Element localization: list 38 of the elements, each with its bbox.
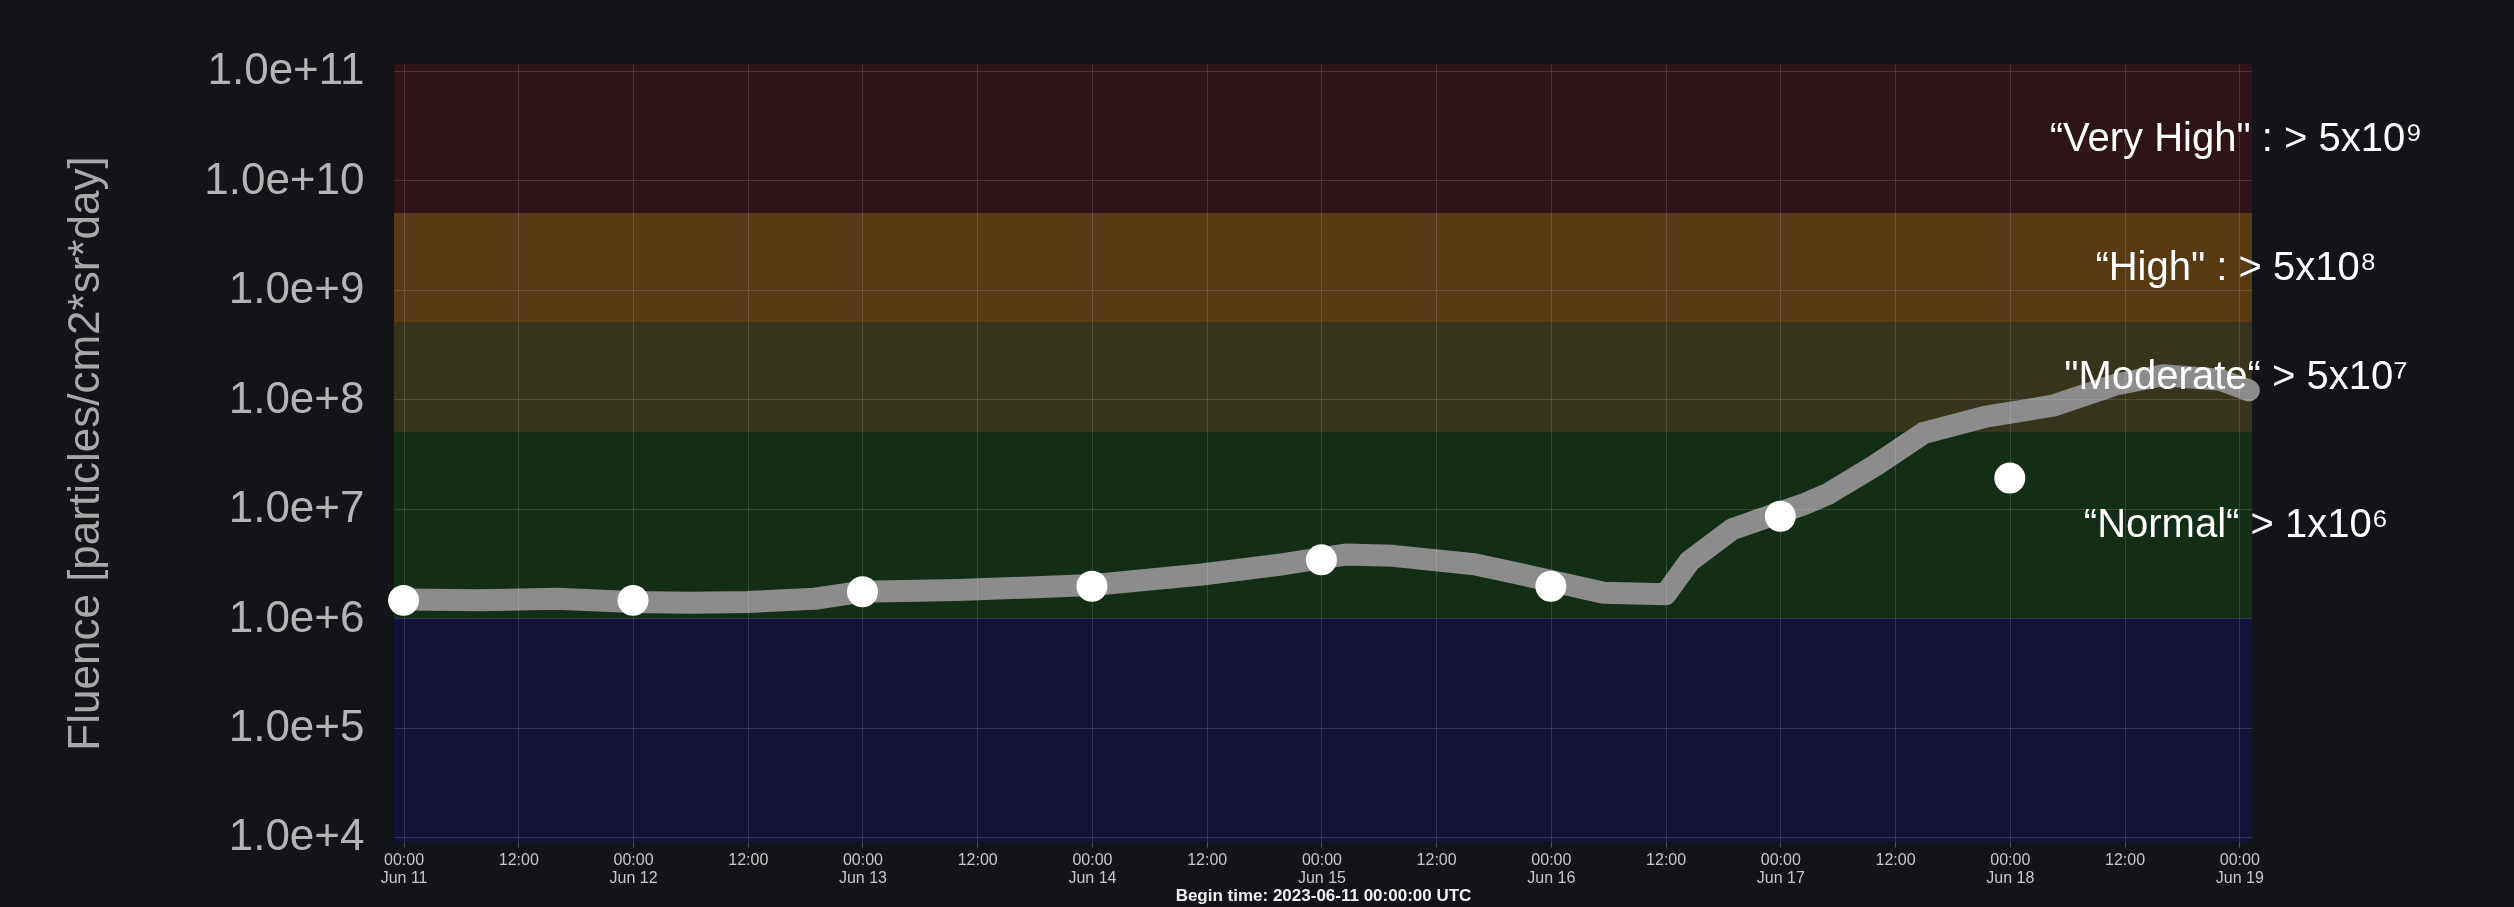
x-tick-label: 12:00 [498, 850, 539, 868]
x-tick-label: 12:00 [1875, 850, 1916, 868]
band-label: “Very High" : > 5x10⁹ [2049, 114, 2423, 159]
x-tick-label: 12:00 [957, 850, 998, 868]
band-label: “Normal“ > 1x10⁶ [2083, 501, 2389, 546]
x-tick-label: 00:00 Jun 14 [1068, 850, 1117, 886]
x-axis-title: Begin time: 2023-06-11 00:00:00 UTC [1175, 885, 1472, 905]
band-label: “High" : > 5x10⁸ [2095, 243, 2377, 288]
y-tick-label: 1.0e+9 [228, 263, 365, 313]
x-tick-label: 12:00 [1416, 850, 1457, 868]
y-tick-label: 1.0e+8 [228, 372, 365, 422]
x-tick-label: 00:00 Jun 17 [1756, 850, 1805, 886]
x-tick-label: 12:00 [1187, 850, 1228, 868]
point [1535, 570, 1567, 602]
x-tick-label: 12:00 [1646, 850, 1687, 868]
point [617, 584, 649, 616]
point [1076, 570, 1108, 602]
point [388, 584, 420, 616]
point [1764, 500, 1796, 532]
point [1305, 544, 1337, 576]
y-tick-label: 1.0e+7 [228, 482, 365, 532]
x-tick-label: 00:00 Jun 15 [1297, 850, 1347, 886]
x-tick-label: 12:00 [2105, 850, 2146, 868]
x-tick-label: 00:00 Jun 19 [2215, 850, 2264, 886]
y-tick-label: 1.0e+11 [207, 44, 365, 94]
x-tick-label: 00:00 Jun 11 [380, 850, 428, 886]
x-tick-label: 12:00 [728, 850, 769, 868]
y-tick-label: 1.0e+10 [204, 153, 365, 203]
y-tick-label: 1.0e+6 [228, 591, 365, 641]
point [1994, 462, 2026, 494]
y-tick-label: 1.0e+4 [228, 810, 365, 860]
x-tick-label: 00:00 Jun 12 [609, 850, 658, 886]
x-tick-label: 00:00 Jun 18 [1986, 850, 2035, 886]
x-tick-label: 00:00 Jun 16 [1527, 850, 1576, 886]
y-axis-title: Fluence [particles/cm2*sr*day] [59, 156, 109, 751]
x-tick-label: 00:00 Jun 13 [838, 850, 888, 886]
y-tick-label: 1.0e+5 [228, 701, 365, 751]
point [846, 576, 878, 608]
